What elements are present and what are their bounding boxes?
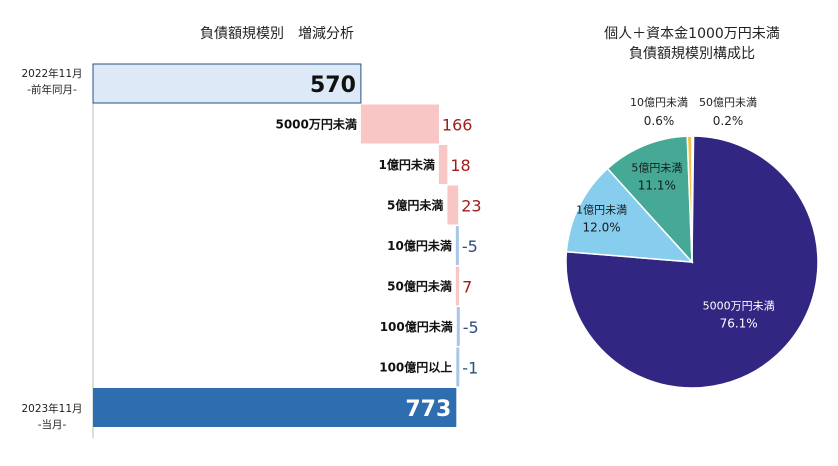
waterfall-step-bar	[455, 226, 459, 265]
start-bar	[92, 63, 362, 104]
pie-slice-label: 1億円未満	[576, 203, 627, 216]
waterfall-category-label: 10億円未満	[387, 238, 452, 253]
pie-title-line2: 負債額規模別構成比	[629, 46, 755, 62]
pie-labels: 5000万円未満 76.1% 1億円未満 12.0% 5億円未満 11.1% 10億円未満 0…	[576, 96, 775, 330]
waterfall-step-bar	[455, 266, 460, 306]
start-bar-value: 570	[310, 73, 356, 98]
start-period-label: 2022年11月	[21, 67, 82, 80]
pie-title-line1: 個人＋資本金1000万円未満	[604, 26, 780, 42]
waterfall-category-label: 5億円未満	[387, 198, 443, 213]
pie-slice	[565, 167, 694, 263]
waterfall-category-label: 1億円未満	[379, 157, 435, 172]
waterfall-category-label: 100億円未満	[380, 319, 453, 334]
pie-slice-label: 5000万円未満	[703, 299, 775, 312]
waterfall-value-label: -1	[462, 359, 478, 378]
waterfall-category-label: 100億円以上	[379, 360, 452, 375]
pie-slice-value: 0.2%	[713, 114, 744, 128]
waterfall-category-label: 50億円未満	[387, 279, 452, 294]
pie-slice	[565, 135, 819, 389]
waterfall-value-label: 166	[442, 116, 473, 135]
waterfall-value-label: -5	[463, 318, 479, 337]
waterfall-steps: 5000万円未満 166 1億円未満 18 5億円未満 23 10億円未満 -5 50億円未満 7…	[275, 104, 482, 387]
waterfall-step-bar	[456, 347, 460, 387]
pie-slice	[606, 135, 693, 265]
waterfall-value-label: 23	[461, 197, 481, 216]
waterfall-step-bar	[447, 185, 459, 225]
waterfall-chart: 負債額規模別 増減分析 2022年11月 -前年同月- 570 5000万円未満…	[21, 25, 482, 438]
pie-chart: 個人＋資本金1000万円未満 負債額規模別構成比 5000万円未満 76.1% 1億…	[565, 26, 819, 389]
waterfall-title: 負債額規模別 増減分析	[200, 25, 354, 42]
pie-slices	[565, 135, 819, 389]
pie-slice-label: 5億円未満	[631, 162, 682, 175]
pie-slice-value: 12.0%	[583, 220, 621, 234]
waterfall-value-label: -5	[462, 237, 478, 256]
waterfall-step-bar	[456, 307, 460, 346]
end-period-sublabel: -当月-	[38, 418, 67, 431]
end-bar-value: 773	[405, 397, 451, 422]
pie-slice	[686, 135, 693, 263]
pie-slice-value: 0.6%	[644, 114, 675, 128]
waterfall-value-label: 7	[462, 278, 472, 297]
waterfall-step-bar	[438, 145, 448, 184]
pie-slice-value: 76.1%	[720, 316, 758, 330]
waterfall-value-label: 18	[450, 156, 470, 175]
start-period-sublabel: -前年同月-	[27, 83, 77, 96]
end-period-label: 2023年11月	[21, 402, 82, 415]
end-bar	[93, 388, 457, 427]
pie-slice-label: 50億円未満	[699, 96, 757, 109]
pie-slice-label: 10億円未満	[630, 96, 688, 109]
waterfall-category-label: 5000万円未満	[275, 117, 356, 132]
pie-slice-value: 11.1%	[638, 179, 676, 193]
waterfall-step-bar	[360, 104, 439, 144]
